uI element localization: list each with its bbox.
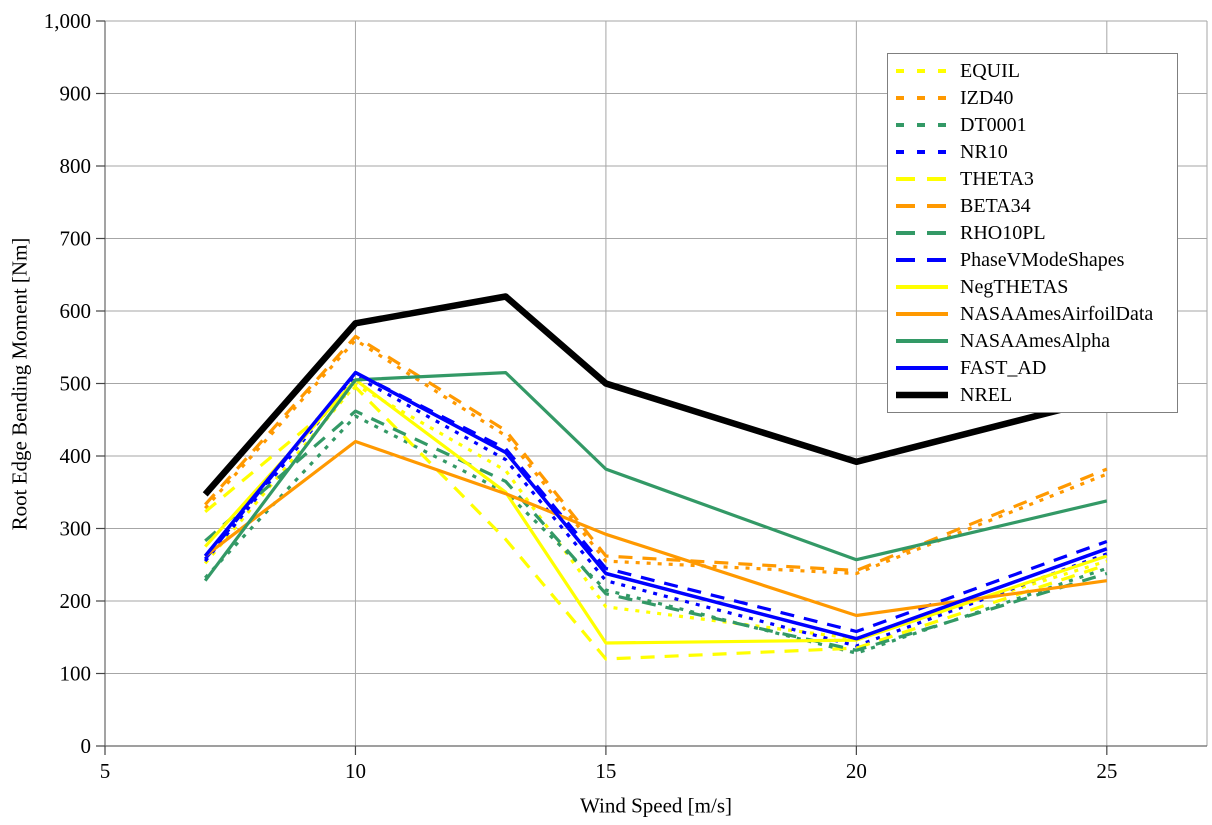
legend-item: EQUIL xyxy=(888,58,1177,84)
series-line-BETA34 xyxy=(204,334,1108,573)
series-line-IZD40 xyxy=(204,338,1108,576)
series-line-NegTHETAS xyxy=(204,378,1108,645)
legend-line-swatch xyxy=(896,392,948,399)
legend-line-swatch xyxy=(896,68,948,73)
legend-item: PhaseVModeShapes xyxy=(888,247,1177,273)
legend-item: THETA3 xyxy=(888,166,1177,192)
legend-item: NASAAmesAirfoilData xyxy=(888,301,1177,327)
y-tick-label: 800 xyxy=(60,154,92,178)
legend-line-swatch xyxy=(896,122,948,127)
x-tick-label: 20 xyxy=(846,759,867,783)
legend-item: DT0001 xyxy=(888,112,1177,138)
legend-item: RHO10PL xyxy=(888,220,1177,246)
legend-item-label: NASAAmesAirfoilData xyxy=(960,303,1154,326)
y-axis-title: Root Edge Bending Moment [Nm] xyxy=(7,237,32,531)
x-tick-label: 10 xyxy=(345,759,366,783)
legend-item-label: RHO10PL xyxy=(960,221,1046,244)
legend-line-swatch xyxy=(896,366,948,371)
legend-item: FAST_AD xyxy=(888,355,1177,381)
legend-item-label: IZD40 xyxy=(960,86,1014,109)
y-tick-label: 600 xyxy=(60,299,92,323)
chart-legend: EQUIL IZD40 DT0001 NR10 THETA3 BETA34 RHO10PL P… xyxy=(887,53,1178,413)
legend-item: NR10 xyxy=(888,139,1177,165)
legend-line-swatch xyxy=(896,339,948,344)
legend-item-label: EQUIL xyxy=(960,59,1020,82)
legend-item-label: NegTHETAS xyxy=(960,276,1069,299)
y-tick-label: 300 xyxy=(60,517,92,541)
legend-line-swatch xyxy=(896,312,948,317)
legend-item: NREL xyxy=(888,382,1177,408)
legend-item-label: PhaseVModeShapes xyxy=(960,248,1125,271)
x-tick-label: 15 xyxy=(595,759,616,783)
y-tick-label: 400 xyxy=(60,444,92,468)
legend-item-label: NR10 xyxy=(960,140,1008,163)
legend-item-label: THETA3 xyxy=(960,167,1034,190)
legend-line-swatch xyxy=(896,230,948,235)
legend-line-swatch xyxy=(896,95,948,100)
series-line-FAST_AD xyxy=(203,370,1108,641)
legend-line-swatch xyxy=(896,257,948,262)
legend-line-swatch xyxy=(896,203,948,208)
x-tick-label: 5 xyxy=(100,759,111,783)
legend-item: NegTHETAS xyxy=(888,274,1177,300)
y-tick-label: 1,000 xyxy=(44,9,91,33)
legend-item-label: NASAAmesAlpha xyxy=(960,330,1110,353)
legend-line-swatch xyxy=(896,149,948,154)
legend-item-label: FAST_AD xyxy=(960,357,1047,380)
y-tick-label: 900 xyxy=(60,82,92,106)
y-tick-label: 100 xyxy=(60,662,92,686)
x-axis-title: Wind Speed [m/s] xyxy=(580,793,732,818)
series-line-THETA3 xyxy=(204,385,1108,661)
y-tick-label: 0 xyxy=(81,734,92,758)
series-line-NR10 xyxy=(203,374,1108,648)
x-tick-label: 25 xyxy=(1096,759,1117,783)
series-line-RHO10PL xyxy=(204,409,1108,652)
y-tick-label: 700 xyxy=(60,227,92,251)
legend-item: BETA34 xyxy=(888,193,1177,219)
legend-item: NASAAmesAlpha xyxy=(888,328,1177,354)
legend-line-swatch xyxy=(896,176,948,181)
series-line-NASAAmesAlpha xyxy=(203,371,1108,582)
legend-item: IZD40 xyxy=(888,85,1177,111)
legend-item-label: BETA34 xyxy=(960,194,1031,217)
y-tick-label: 500 xyxy=(60,372,92,396)
legend-item-label: NREL xyxy=(960,384,1013,407)
legend-line-swatch xyxy=(896,285,948,290)
y-tick-label: 200 xyxy=(60,589,92,613)
series-line-NREL xyxy=(202,293,1108,497)
legend-item-label: DT0001 xyxy=(960,113,1027,136)
